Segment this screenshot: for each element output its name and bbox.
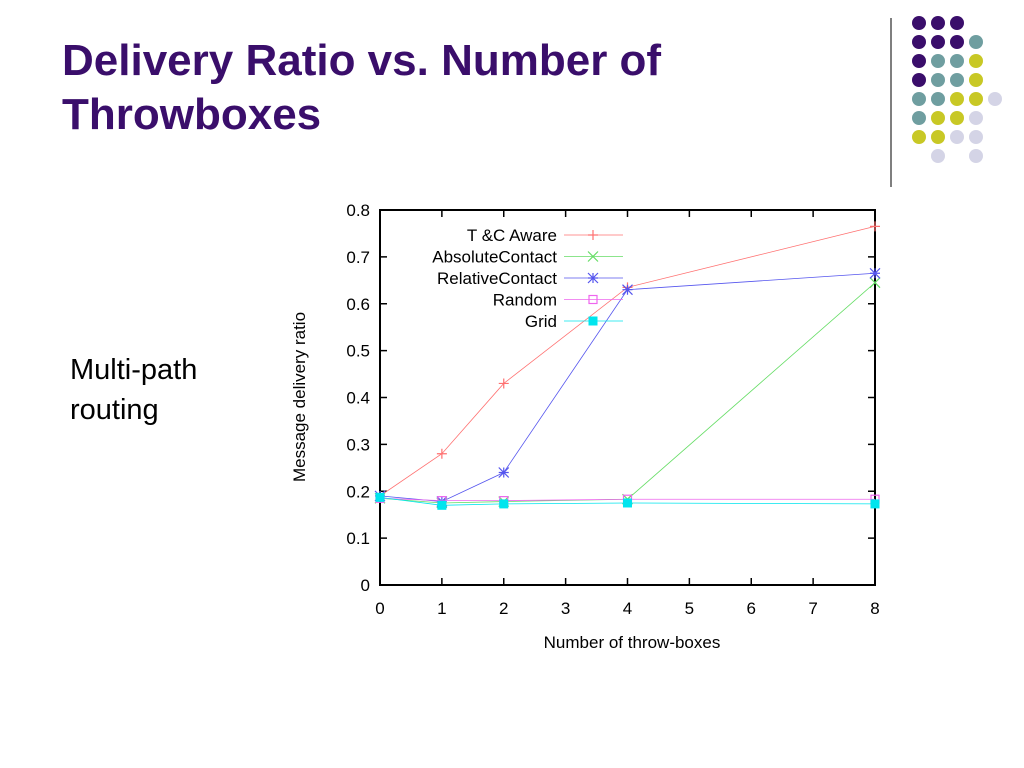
decorative-dot bbox=[950, 73, 964, 87]
legend-label: AbsoluteContact bbox=[432, 248, 557, 267]
decorative-dot bbox=[931, 35, 945, 49]
decorative-dot bbox=[950, 16, 964, 30]
data-point-marker bbox=[499, 499, 509, 509]
dot-grid-group bbox=[912, 16, 1002, 163]
slide-title-line-1: Delivery Ratio vs. Number of bbox=[62, 36, 662, 85]
legend-label: Random bbox=[493, 291, 557, 310]
decorative-dot bbox=[912, 16, 926, 30]
x-tick-label: 3 bbox=[561, 599, 570, 618]
decorative-dot bbox=[931, 54, 945, 68]
data-point-marker bbox=[587, 272, 599, 284]
y-tick-label: 0.8 bbox=[346, 201, 370, 220]
data-point-marker bbox=[869, 267, 881, 279]
bullet-line-2: routing bbox=[70, 394, 159, 426]
data-point-marker bbox=[498, 378, 509, 389]
bullet-line-1: Multi-path bbox=[70, 354, 198, 386]
y-tick-label: 0.1 bbox=[346, 529, 370, 548]
series-line bbox=[379, 226, 876, 497]
data-point-marker bbox=[869, 277, 881, 289]
y-axis-label: Message delivery ratio bbox=[290, 312, 309, 482]
data-point-marker bbox=[870, 221, 880, 232]
legend-label: T &C Aware bbox=[467, 226, 557, 245]
x-tick-label: 2 bbox=[499, 599, 508, 618]
x-axis-label: Number of throw-boxes bbox=[544, 633, 721, 652]
decorative-dot bbox=[950, 111, 964, 125]
bullet-text: Multi-path routing bbox=[70, 350, 260, 430]
decorative-dot bbox=[912, 130, 926, 144]
decorative-dot bbox=[912, 73, 926, 87]
x-tick-label: 7 bbox=[808, 599, 817, 618]
decorative-dot bbox=[988, 92, 1002, 106]
decorative-dot bbox=[912, 35, 926, 49]
decorative-dot bbox=[950, 92, 964, 106]
decorative-dot bbox=[912, 111, 926, 125]
decorative-dot bbox=[969, 111, 983, 125]
series-relativecontact bbox=[374, 267, 881, 507]
x-tick-label: 4 bbox=[623, 599, 632, 618]
x-tick-label: 8 bbox=[870, 599, 879, 618]
x-tick-label: 0 bbox=[375, 599, 384, 618]
decorative-dot bbox=[931, 149, 945, 163]
data-point-marker bbox=[587, 251, 599, 262]
y-tick-label: 0.6 bbox=[346, 295, 370, 314]
decorative-dot bbox=[969, 149, 983, 163]
y-tick-label: 0 bbox=[361, 576, 370, 595]
slide-title-line-2: Throwboxes bbox=[62, 90, 322, 139]
data-point-marker bbox=[437, 500, 447, 510]
series-grid bbox=[375, 492, 880, 510]
y-tick-label: 0.2 bbox=[346, 482, 370, 501]
decorative-dot bbox=[969, 92, 983, 106]
x-tick-label: 5 bbox=[685, 599, 694, 618]
decorative-dot bbox=[912, 92, 926, 106]
series-line bbox=[379, 272, 876, 502]
decorative-dot-grid bbox=[890, 16, 1002, 187]
decorative-dot bbox=[969, 35, 983, 49]
x-tick-label: 1 bbox=[437, 599, 446, 618]
data-point-marker bbox=[436, 448, 447, 459]
series-layer bbox=[374, 221, 881, 510]
series-absolutecontact bbox=[374, 277, 881, 509]
decorative-dot bbox=[969, 73, 983, 87]
data-point-marker bbox=[870, 499, 880, 509]
decorative-dot bbox=[950, 35, 964, 49]
y-tick-label: 0.7 bbox=[346, 248, 370, 267]
x-tick-label: 6 bbox=[747, 599, 756, 618]
y-tick-label: 0.4 bbox=[346, 389, 370, 408]
decorative-dot bbox=[931, 130, 945, 144]
data-point-marker bbox=[588, 316, 598, 326]
decorative-dot bbox=[950, 130, 964, 144]
y-tick-label: 0.3 bbox=[346, 435, 370, 454]
slide-title: Delivery Ratio vs. Number of Throwboxes bbox=[62, 34, 842, 142]
decorative-dot bbox=[950, 54, 964, 68]
chart-legend: T &C Aware AbsoluteContact RelativeContact… bbox=[432, 226, 623, 331]
decorative-dot bbox=[969, 54, 983, 68]
data-point-marker bbox=[623, 498, 632, 508]
legend-label: RelativeContact bbox=[437, 269, 557, 288]
data-point-marker bbox=[498, 467, 510, 478]
data-point-marker bbox=[375, 492, 385, 502]
y-tick-label: 0.5 bbox=[346, 342, 370, 361]
decorative-dot bbox=[912, 54, 926, 68]
decorative-dot bbox=[931, 92, 945, 106]
decorative-dot bbox=[931, 16, 945, 30]
legend-label: Grid bbox=[525, 312, 557, 331]
decorative-dot bbox=[931, 111, 945, 125]
series-line bbox=[379, 282, 876, 504]
decorative-dot bbox=[931, 73, 945, 87]
data-point-marker bbox=[588, 294, 598, 305]
data-point-marker bbox=[588, 230, 598, 240]
decorative-dot bbox=[969, 130, 983, 144]
data-point-marker bbox=[622, 284, 633, 296]
plot-area: 0 1 2 3 4 5 6 7 8 0 0.1 0.2 0.3 0.4 0.5 0.6 0.7 0.8 bbox=[346, 201, 879, 618]
